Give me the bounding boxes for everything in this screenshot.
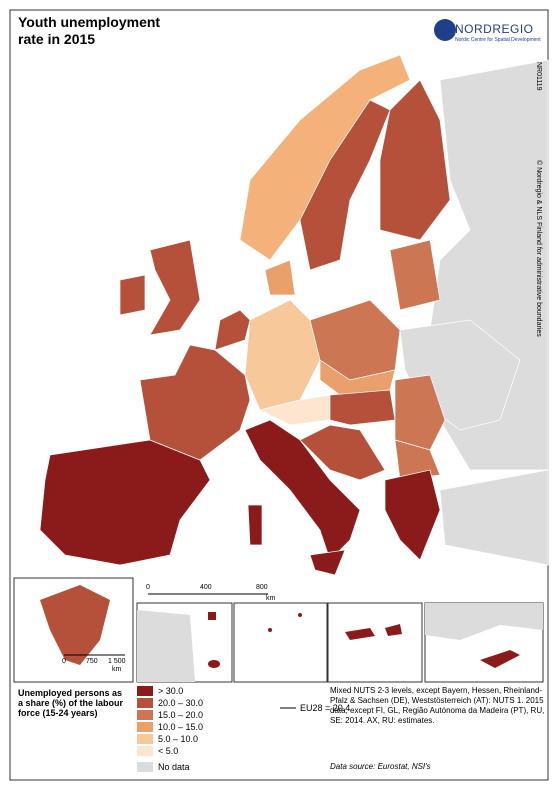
inset-region <box>345 628 375 640</box>
sicily <box>309 549 346 576</box>
legend-label: < 5.0 <box>158 746 179 756</box>
legend-label: 5.0 – 10.0 <box>158 734 199 744</box>
title: Youth unemployment rate in 2015 <box>18 14 161 47</box>
sardinia <box>247 504 263 546</box>
norway <box>239 54 411 261</box>
germany <box>244 299 321 411</box>
inset-land <box>137 610 195 682</box>
legend-label: 10.0 – 15.0 <box>158 722 204 732</box>
legend-swatch <box>137 746 153 756</box>
copyright: © Nordregio & NLS Finland for administra… <box>535 160 542 337</box>
scale-unit: km <box>266 595 276 602</box>
source: Data source: Eurostat, NSI's <box>330 762 431 771</box>
legend-label: > 30.0 <box>158 686 184 696</box>
benelux <box>214 309 251 351</box>
inset-scale-tick: 1 500 <box>108 658 126 665</box>
legend-label: No data <box>158 762 190 772</box>
countries <box>39 54 549 576</box>
inset-region <box>208 612 216 620</box>
inset-scale-tick: 0 <box>62 658 66 665</box>
legend-swatch <box>137 698 153 708</box>
legend-swatch <box>137 762 153 772</box>
logo-mark <box>434 19 456 41</box>
iberia <box>39 439 211 566</box>
inset-canaries-frame <box>327 602 423 683</box>
great-britain <box>149 239 201 336</box>
legend-swatch <box>137 722 153 732</box>
inset-azores-frame <box>233 602 328 683</box>
legend-swatch <box>137 710 153 720</box>
inset-region <box>208 660 220 668</box>
greece <box>384 469 441 561</box>
legend-swatch <box>137 686 153 696</box>
finland <box>379 79 451 241</box>
sweden <box>299 99 391 271</box>
baltics <box>389 239 441 311</box>
inset-scale-unit: km <box>112 666 122 673</box>
legend-title: Unemployed persons as a share (%) of the… <box>18 688 124 718</box>
hungary <box>329 389 396 426</box>
legend-label: 20.0 – 30.0 <box>158 698 204 708</box>
denmark <box>264 259 296 296</box>
ireland <box>119 274 146 316</box>
eu-average: EU28 = 20.4 <box>300 703 351 713</box>
inset-region <box>268 628 272 632</box>
scale-tick: 0 <box>146 584 150 591</box>
italy <box>244 419 361 561</box>
inset-scale-tick: 750 <box>86 658 98 665</box>
france <box>139 344 251 461</box>
turkey <box>439 469 549 566</box>
cyprus <box>480 650 520 668</box>
inset-region <box>298 613 302 617</box>
map-id: NR01119 <box>535 62 542 91</box>
legend-swatch <box>137 734 153 744</box>
balkans <box>299 424 386 481</box>
logo-name: NORDREGIO <box>455 22 534 36</box>
scale-tick: 400 <box>200 584 212 591</box>
greenland <box>40 585 110 665</box>
notes: Mixed NUTS 2-3 levels, except Bayern, He… <box>330 686 545 725</box>
logo-subtitle: Nordic Centre for Spatial Development <box>455 37 541 43</box>
inset-land <box>425 603 543 640</box>
legend-label: 15.0 – 20.0 <box>158 710 204 720</box>
scale-tick: 800 <box>256 584 268 591</box>
inset-region <box>385 624 402 636</box>
